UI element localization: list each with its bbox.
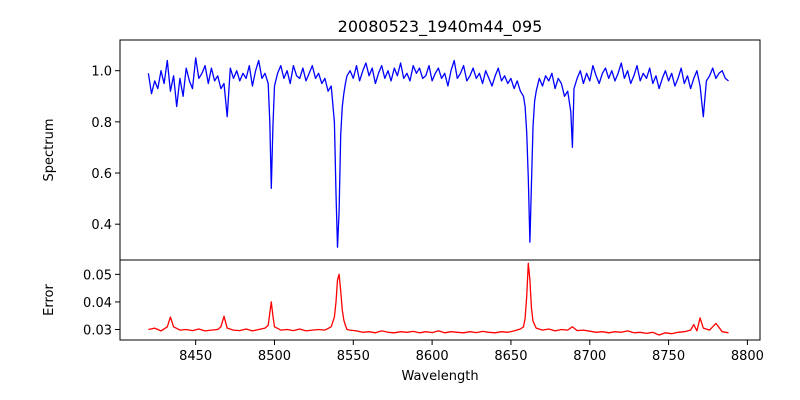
- x-tick-label: 8500: [258, 349, 291, 364]
- spectrum-y-tick-label: 0.8: [91, 116, 112, 131]
- error-y-tick-label: 0.05: [83, 268, 112, 283]
- error-x-ticks: 8450 8500 8550 8600 8650 8700 8750 8800: [179, 340, 764, 364]
- spectrum-y-axis-label: Spectrum: [42, 119, 57, 182]
- x-tick-label: 8750: [652, 349, 685, 364]
- spectrum-panel: 20080523_1940m44_095 0.4 0.6 0.8 1.0 Spectr…: [42, 17, 761, 261]
- error-axes-frame: [119, 259, 761, 341]
- x-tick-label: 8650: [494, 349, 527, 364]
- x-axis-label: Wavelength: [401, 369, 478, 384]
- error-y-ticks: 0.03 0.04 0.05: [83, 268, 120, 339]
- x-tick-label: 8600: [416, 349, 449, 364]
- spectrum-y-ticks: 0.4 0.6 0.8 1.0: [91, 65, 120, 233]
- x-tick-label: 8800: [731, 349, 764, 364]
- error-panel: 0.03 0.04 0.05 8450 8500 8550 8600 8650 8700 875…: [42, 259, 764, 384]
- error-y-tick-label: 0.04: [83, 296, 112, 311]
- x-tick-label: 8550: [337, 349, 370, 364]
- chart-title: 20080523_1940m44_095: [338, 17, 543, 37]
- spectrum-series: [147, 57, 729, 248]
- error-series: [148, 262, 729, 336]
- spectrum-line: [147, 57, 729, 248]
- error-line: [148, 262, 729, 336]
- x-tick-label: 8700: [573, 349, 606, 364]
- spectrum-y-tick-label: 1.0: [91, 65, 112, 80]
- spectrum-y-tick-label: 0.4: [91, 218, 112, 233]
- x-tick-label: 8450: [179, 349, 212, 364]
- spectrum-y-tick-label: 0.6: [91, 167, 112, 182]
- error-y-tick-label: 0.03: [83, 324, 112, 339]
- error-y-axis-label: Error: [42, 284, 57, 316]
